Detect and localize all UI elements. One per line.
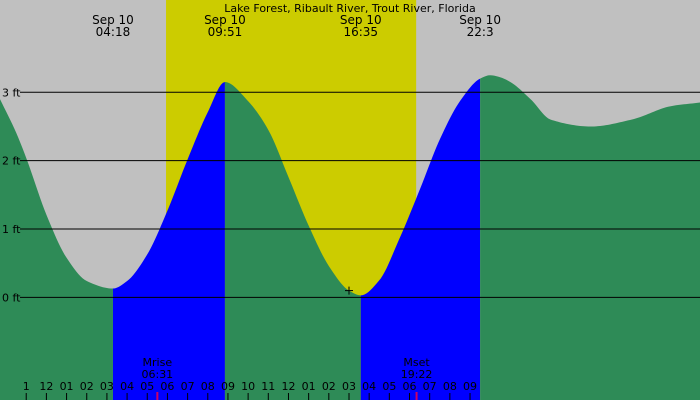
hour-label: 03 [342, 380, 356, 393]
tide-area-group [0, 75, 700, 400]
chart-title: Lake Forest, Ribault River, Trout River,… [224, 2, 475, 15]
extremum-time: 04:18 [96, 25, 131, 39]
extremum-time: 22:3 [467, 25, 494, 39]
extremum-time: 09:51 [208, 25, 243, 39]
hour-label: 08 [443, 380, 457, 393]
hour-label: 03 [100, 380, 114, 393]
falling-tide-area [224, 82, 361, 400]
hour-label: 06 [403, 380, 417, 393]
hour-label: 10 [241, 380, 255, 393]
hour-label: 12 [281, 380, 295, 393]
rising-tide-area [112, 82, 225, 400]
y-tick-label: 3 ft [2, 86, 21, 99]
grid-group [20, 91, 700, 400]
falling-tide-area [0, 99, 113, 400]
hour-label: 02 [80, 380, 94, 393]
rising-tide-area [360, 78, 481, 400]
hour-label: 06 [160, 380, 174, 393]
falling-tide-area [480, 75, 700, 400]
hour-label: 1 [23, 380, 30, 393]
hour-label: 12 [39, 380, 53, 393]
hour-label: 11 [261, 380, 275, 393]
y-tick-label: 0 ft [2, 291, 21, 304]
moon-event-label: Mset [403, 356, 430, 369]
hour-label: 07 [423, 380, 437, 393]
moon-event-time: 19:22 [401, 368, 433, 381]
hour-label: 05 [140, 380, 154, 393]
y-tick-label: 2 ft [2, 155, 21, 168]
hour-label: 01 [60, 380, 74, 393]
hour-label: 09 [221, 380, 235, 393]
hour-label: 04 [362, 380, 376, 393]
extremum-date: Sep 10 [92, 13, 134, 27]
hour-label: 05 [382, 380, 396, 393]
hour-label: 04 [120, 380, 134, 393]
hour-label: 09 [463, 380, 477, 393]
extremum-date: Sep 10 [340, 13, 382, 27]
y-tick-label: 1 ft [2, 223, 21, 236]
moon-event-label: Mrise [143, 356, 173, 369]
hour-label: 02 [322, 380, 336, 393]
hour-label: 08 [201, 380, 215, 393]
moon-event-time: 06:31 [141, 368, 173, 381]
extremum-date: Sep 10 [459, 13, 501, 27]
hour-label: 07 [181, 380, 195, 393]
extremum-time: 16:35 [343, 25, 378, 39]
extremum-date: Sep 10 [204, 13, 246, 27]
hour-label: 01 [302, 380, 316, 393]
